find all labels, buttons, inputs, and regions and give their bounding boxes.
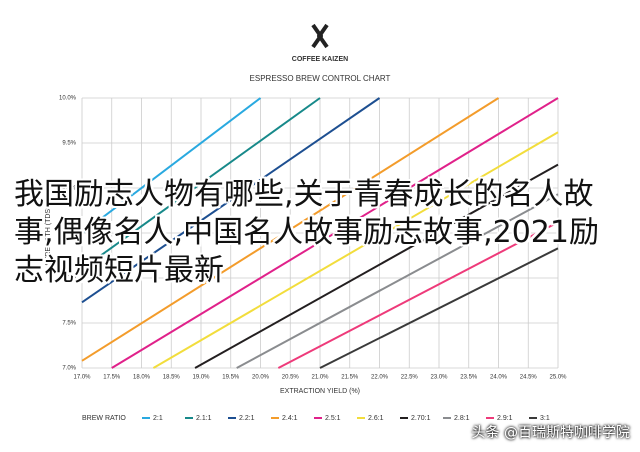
series-line	[81, 97, 262, 234]
x-tick-label: 24.5%	[520, 375, 538, 381]
logo-text: COFFEE KAIZEN	[292, 56, 348, 63]
x-tick-label: 21.0%	[311, 375, 329, 381]
y-tick-label: 9.5%	[62, 141, 76, 147]
x-tick-label: 22.0%	[371, 375, 389, 381]
legend-label: 2.8:1	[454, 415, 470, 422]
y-tick-label: 10.0%	[59, 96, 77, 102]
y-tick-label: 7.5%	[62, 321, 76, 327]
series-line	[81, 97, 500, 362]
legend-label: 2.2:1	[239, 415, 255, 422]
series-line	[194, 163, 559, 369]
x-axis-label: EXTRACTION YIELD (%)	[280, 388, 360, 395]
legend-title: BREW RATIO	[82, 415, 126, 422]
y-tick-label: 9.0%	[62, 186, 76, 192]
series-line	[111, 97, 559, 369]
legend-label: 3:1	[540, 415, 550, 422]
x-tick-label: 17.0%	[73, 375, 91, 381]
x-tick-label: 18.5%	[163, 375, 181, 381]
y-tick-label: 7.0%	[62, 366, 76, 372]
x-tick-label: 20.0%	[252, 375, 270, 381]
legend-label: 2.4:1	[282, 415, 298, 422]
x-tick-label: 18.0%	[133, 375, 151, 381]
chart-title: ESPRESSO BREW CONTROL CHART	[250, 74, 391, 83]
legend-label: 2.1:1	[196, 415, 212, 422]
legend-label: 2.9:1	[497, 415, 513, 422]
x-tick-label: 22.5%	[401, 375, 419, 381]
x-tick-label: 20.5%	[282, 375, 300, 381]
logo-icon	[311, 23, 329, 49]
x-tick-label: 23.5%	[460, 375, 478, 381]
series-line	[81, 97, 381, 304]
y-tick-label: 8.0%	[62, 276, 76, 282]
x-tick-label: 25.0%	[549, 375, 567, 381]
series-line	[236, 193, 559, 369]
series-line	[81, 97, 321, 270]
x-tick-label: 23.0%	[430, 375, 448, 381]
y-axis-label: STRENGTH (TDS%)	[45, 200, 52, 265]
legend-label: 2:1	[153, 415, 163, 422]
series-line	[319, 247, 559, 369]
legend-label: 2.6:1	[368, 415, 384, 422]
x-tick-label: 17.5%	[103, 375, 121, 381]
series-line	[277, 221, 559, 369]
x-tick-label: 19.0%	[192, 375, 210, 381]
x-tick-label: 19.5%	[222, 375, 240, 381]
y-tick-label: 8.5%	[62, 231, 76, 237]
overlay-title: 我国励志人物有哪些,关于青春成长的名人故事,偶像名人,中国名人故事励志故事,20…	[14, 177, 599, 288]
legend-label: 2.70:1	[411, 415, 431, 422]
x-tick-label: 21.5%	[341, 375, 359, 381]
series-line	[152, 131, 559, 369]
watermark: 头条 @百瑞斯特咖啡学院	[471, 425, 630, 441]
x-tick-label: 24.0%	[490, 375, 508, 381]
legend-label: 2.5:1	[325, 415, 341, 422]
